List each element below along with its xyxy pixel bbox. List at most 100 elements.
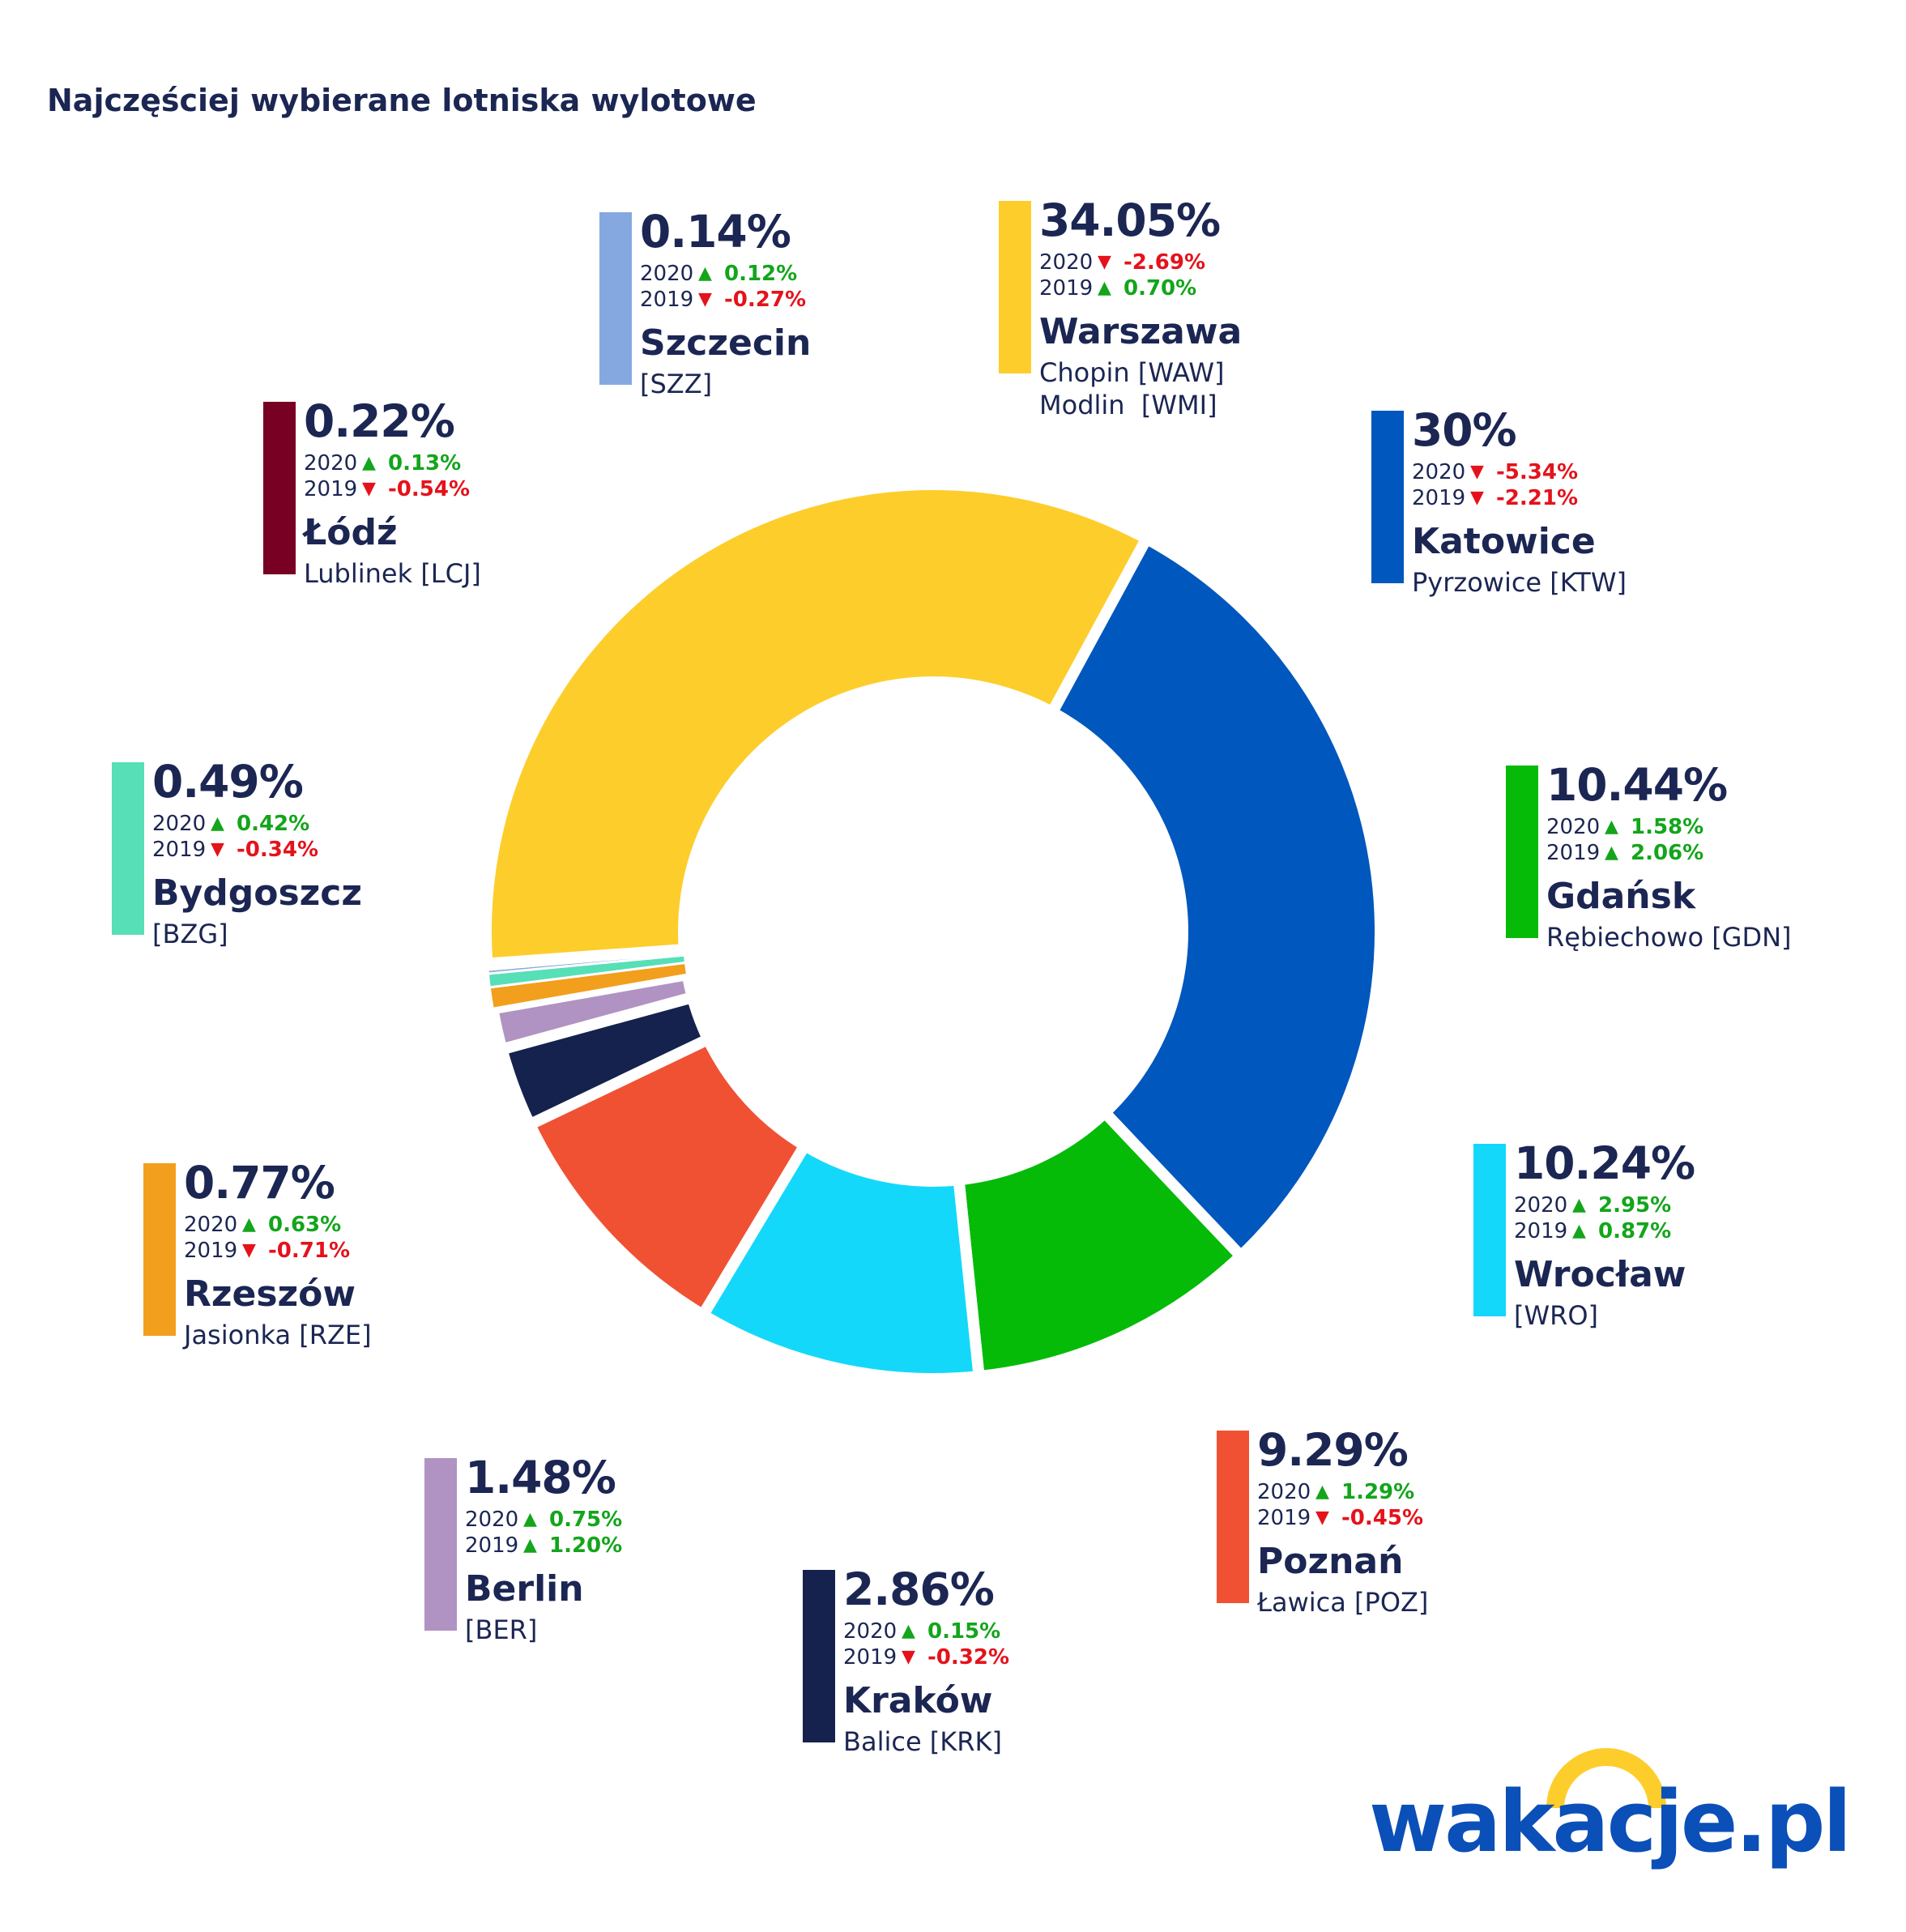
change-year: 2020 [152, 812, 207, 836]
share-value: 0.14% [640, 206, 791, 258]
arrow-up-icon: ▲ [1572, 1221, 1586, 1241]
arrow-up-icon: ▲ [362, 453, 376, 473]
label-text: 9.29% 2020 ▲ 1.29% 2019 ▼ -0.45% Poznań Ławica [… [1257, 1421, 1428, 1619]
change-year: 2020 [640, 262, 694, 286]
change-value: 0.87% [1598, 1219, 1672, 1243]
color-bar-krakow [803, 1570, 835, 1742]
change-year: 2020 [1257, 1480, 1311, 1504]
change-value: -0.71% [268, 1239, 350, 1263]
change-year: 2019 [465, 1533, 519, 1558]
arrow-up-icon: ▲ [523, 1509, 537, 1529]
change-value: 2.95% [1598, 1193, 1672, 1218]
arrow-up-icon: ▲ [1572, 1195, 1586, 1215]
change-row: 2020 ▼ -2.69% [1039, 249, 1242, 275]
change-value: 0.13% [388, 451, 462, 476]
change-row: 2020 ▲ 0.13% [304, 450, 481, 476]
airport-name: Ławica [POZ] [1257, 1587, 1429, 1618]
city-name: Łódź [304, 512, 398, 553]
color-bar-rzeszow [143, 1163, 176, 1336]
arrow-up-icon: ▲ [211, 813, 224, 834]
change-year: 2020 [304, 451, 358, 476]
change-year: 2020 [1412, 460, 1466, 484]
change-value: -0.45% [1341, 1506, 1423, 1530]
arrow-up-icon: ▲ [1315, 1482, 1329, 1502]
change-row: 2020 ▲ 1.58% [1546, 814, 1792, 840]
change-row: 2019 ▼ -0.71% [184, 1238, 372, 1264]
label-text: 10.24% 2020 ▲ 2.95% 2019 ▲ 0.87% Wrocław [WRO] [1514, 1134, 1695, 1332]
arrow-up-icon: ▲ [902, 1621, 915, 1641]
slice-warszawa [480, 479, 1153, 970]
change-value: 1.58% [1631, 815, 1704, 839]
change-value: -2.69% [1124, 250, 1205, 275]
arrow-up-icon: ▲ [242, 1214, 256, 1235]
change-year: 2019 [843, 1645, 898, 1670]
change-row: 2019 ▼ -0.34% [152, 837, 362, 863]
arrow-up-icon: ▲ [698, 263, 712, 284]
airport-name: Lublinek [LCJ] [304, 558, 481, 589]
airport-name: Rębiechowo [GDN] [1546, 922, 1792, 953]
change-year: 2020 [843, 1619, 898, 1644]
change-value: -2.21% [1496, 486, 1578, 510]
change-year: 2020 [465, 1508, 519, 1532]
arrow-down-icon: ▼ [1315, 1508, 1329, 1528]
airport-name: Pyrzowice [KTW] [1412, 567, 1627, 598]
label-text: 30% 2020 ▼ -5.34% 2019 ▼ -2.21% Katowice Pyrzowi… [1412, 401, 1627, 599]
label-text: 1.48% 2020 ▲ 0.75% 2019 ▲ 1.20% Berlin [BER] [465, 1448, 622, 1646]
change-row: 2019 ▼ -2.21% [1412, 485, 1627, 511]
change-year: 2019 [184, 1239, 238, 1263]
change-year: 2019 [640, 288, 694, 312]
color-bar-szczecin [599, 212, 632, 385]
city-name: Kraków [843, 1680, 993, 1721]
label-text: 0.22% 2020 ▲ 0.13% 2019 ▼ -0.54% Łódź Lublinek [… [304, 392, 481, 590]
share-value: 34.05% [1039, 194, 1221, 246]
change-row: 2019 ▼ -0.27% [640, 287, 811, 313]
change-value: 1.20% [549, 1533, 623, 1558]
change-year: 2020 [1039, 250, 1094, 275]
share-value: 0.49% [152, 756, 304, 808]
arrow-down-icon: ▼ [211, 839, 224, 859]
color-bar-gdansk [1506, 766, 1538, 938]
change-value: 0.15% [927, 1619, 1001, 1644]
share-value: 30% [1412, 404, 1517, 456]
arrow-down-icon: ▼ [1470, 462, 1484, 482]
airport-name: [SZZ] [640, 369, 713, 399]
share-value: 1.48% [465, 1452, 616, 1503]
label-text: 2.86% 2020 ▲ 0.15% 2019 ▼ -0.32% Kraków Balice [… [843, 1560, 1009, 1758]
arrow-down-icon: ▼ [242, 1240, 256, 1260]
change-value: 2.06% [1631, 841, 1704, 865]
change-row: 2020 ▼ -5.34% [1412, 459, 1627, 485]
change-value: -0.54% [388, 477, 470, 501]
arrow-down-icon: ▼ [902, 1647, 915, 1667]
change-row: 2020 ▲ 2.95% [1514, 1192, 1695, 1218]
change-row: 2019 ▲ 0.70% [1039, 275, 1242, 301]
airport-name: [BZG] [152, 919, 228, 949]
arrow-down-icon: ▼ [698, 289, 712, 309]
change-row: 2019 ▼ -0.32% [843, 1644, 1009, 1670]
city-name: Szczecin [640, 322, 812, 364]
arrow-up-icon: ▲ [523, 1535, 537, 1555]
city-name: Rzeszów [184, 1273, 356, 1315]
change-row: 2020 ▲ 0.12% [640, 261, 811, 287]
change-year: 2020 [184, 1213, 238, 1237]
change-year: 2020 [1546, 815, 1601, 839]
change-row: 2019 ▼ -0.45% [1257, 1505, 1428, 1531]
change-year: 2019 [1546, 841, 1601, 865]
change-row: 2019 ▲ 2.06% [1546, 840, 1792, 866]
change-year: 2019 [1257, 1506, 1311, 1530]
change-row: 2020 ▲ 0.63% [184, 1212, 372, 1238]
share-value: 0.77% [184, 1157, 335, 1209]
label-text: 34.05% 2020 ▼ -2.69% 2019 ▲ 0.70% Warszawa Chopi… [1039, 191, 1242, 421]
slice-katowice [1046, 532, 1386, 1262]
arrow-down-icon: ▼ [362, 479, 376, 499]
change-row: 2019 ▲ 0.87% [1514, 1218, 1695, 1244]
slice-gdansk [953, 1107, 1247, 1383]
share-value: 10.44% [1546, 759, 1728, 811]
change-row: 2019 ▲ 1.20% [465, 1533, 622, 1559]
change-value: 0.70% [1124, 276, 1197, 301]
share-value: 10.24% [1514, 1137, 1695, 1189]
color-bar-lodz [263, 402, 296, 574]
share-value: 9.29% [1257, 1424, 1409, 1476]
label-text: 0.77% 2020 ▲ 0.63% 2019 ▼ -0.71% Rzeszów Jasionk… [184, 1154, 372, 1351]
share-value: 2.86% [843, 1563, 995, 1615]
color-bar-warszawa [999, 201, 1031, 373]
